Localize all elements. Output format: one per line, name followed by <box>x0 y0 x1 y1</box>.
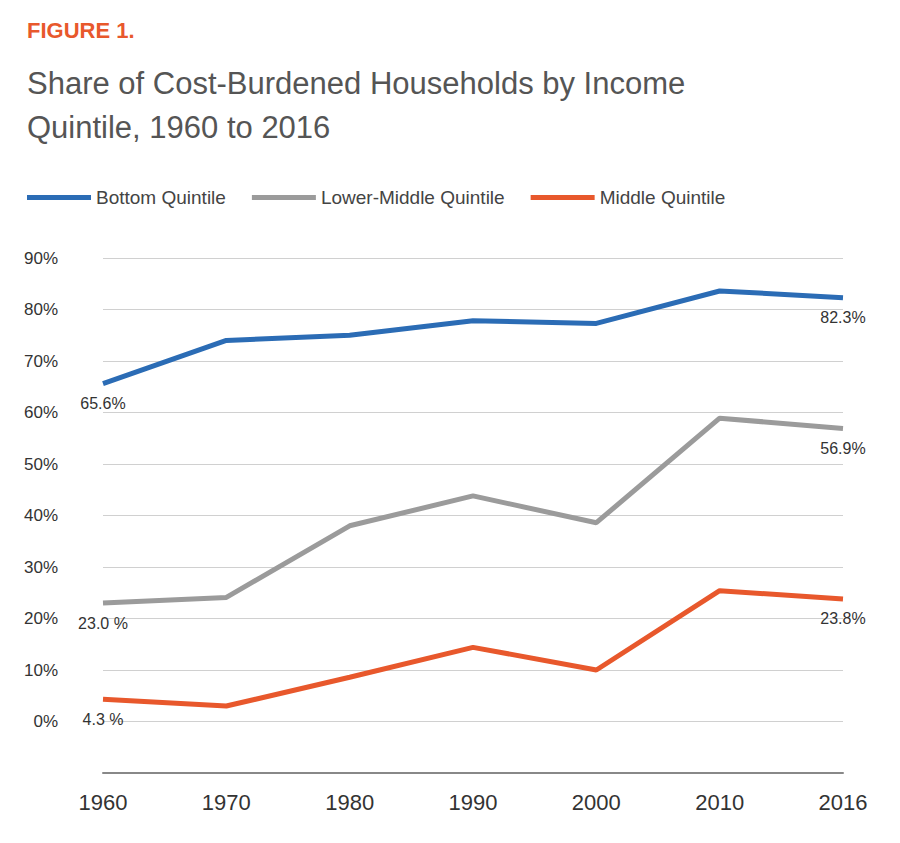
svg-text:10%: 10% <box>24 661 58 680</box>
svg-text:Bottom Quintile: Bottom Quintile <box>96 187 226 208</box>
svg-text:23.8%: 23.8% <box>820 610 865 627</box>
svg-text:30%: 30% <box>24 558 58 577</box>
svg-text:80%: 80% <box>24 300 58 319</box>
svg-text:4.3 %: 4.3 % <box>83 711 124 728</box>
svg-text:50%: 50% <box>24 455 58 474</box>
svg-text:90%: 90% <box>24 249 58 268</box>
svg-text:1990: 1990 <box>449 790 498 815</box>
svg-text:2000: 2000 <box>572 790 621 815</box>
svg-text:82.3%: 82.3% <box>820 309 865 326</box>
svg-text:70%: 70% <box>24 352 58 371</box>
svg-text:Lower-Middle Quintile: Lower-Middle Quintile <box>321 187 505 208</box>
svg-text:2010: 2010 <box>695 790 744 815</box>
svg-text:23.0 %: 23.0 % <box>78 615 128 632</box>
svg-text:Middle Quintile: Middle Quintile <box>600 187 726 208</box>
svg-text:Quintile, 1960 to 2016: Quintile, 1960 to 2016 <box>27 110 330 145</box>
svg-text:40%: 40% <box>24 506 58 525</box>
svg-text:2016: 2016 <box>819 790 868 815</box>
svg-text:65.6%: 65.6% <box>80 395 125 412</box>
svg-text:60%: 60% <box>24 403 58 422</box>
svg-text:1960: 1960 <box>79 790 128 815</box>
svg-text:0%: 0% <box>33 712 58 731</box>
svg-text:FIGURE 1.: FIGURE 1. <box>27 18 135 43</box>
svg-text:1980: 1980 <box>325 790 374 815</box>
svg-text:Share of Cost-Burdened Househo: Share of Cost-Burdened Households by Inc… <box>27 66 694 101</box>
svg-text:1970: 1970 <box>202 790 251 815</box>
svg-text:56.9%: 56.9% <box>820 440 865 457</box>
svg-text:20%: 20% <box>24 609 58 628</box>
